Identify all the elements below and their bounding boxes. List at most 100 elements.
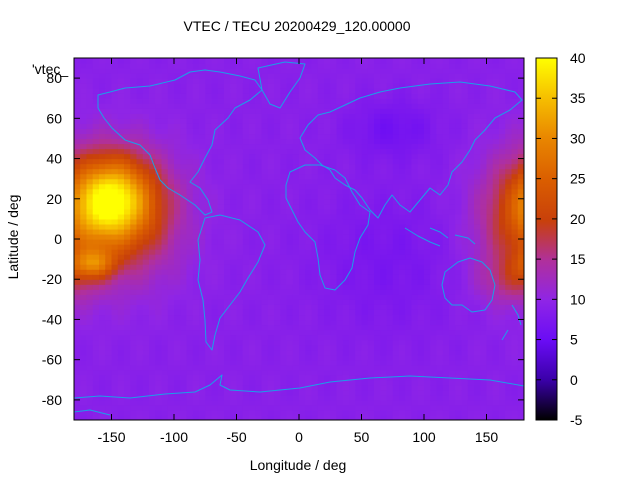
heatmap-cell bbox=[299, 128, 306, 135]
heatmap-cell bbox=[80, 103, 88, 109]
heatmap-cell bbox=[199, 274, 206, 280]
heatmap-cell bbox=[205, 103, 213, 109]
heatmap-cell bbox=[330, 304, 338, 310]
heatmap-cell bbox=[180, 213, 188, 220]
heatmap-cell bbox=[374, 163, 381, 170]
heatmap-cell bbox=[74, 384, 81, 391]
heatmap-cell bbox=[286, 88, 294, 94]
heatmap-cell bbox=[336, 254, 344, 260]
heatmap-cell bbox=[461, 314, 469, 321]
heatmap-cell bbox=[305, 309, 313, 316]
heatmap-cell bbox=[317, 68, 325, 74]
heatmap-cell bbox=[236, 254, 244, 260]
heatmap-cell bbox=[117, 354, 125, 361]
heatmap-cell bbox=[411, 319, 419, 326]
heatmap-cell bbox=[367, 98, 375, 104]
heatmap-cell bbox=[86, 309, 94, 316]
heatmap-cell bbox=[455, 344, 463, 351]
heatmap-cell bbox=[86, 108, 94, 114]
heatmap-cell bbox=[224, 294, 231, 300]
heatmap-cell bbox=[436, 78, 444, 84]
heatmap-cell bbox=[136, 299, 144, 305]
heatmap-cell bbox=[380, 239, 388, 245]
heatmap-cell bbox=[211, 88, 219, 94]
heatmap-cell bbox=[392, 409, 400, 416]
heatmap-cell bbox=[292, 128, 300, 135]
heatmap-cell bbox=[199, 123, 206, 129]
heatmap-cell bbox=[80, 113, 88, 119]
heatmap-cell bbox=[499, 279, 506, 285]
heatmap-cell bbox=[480, 354, 488, 361]
heatmap-cell bbox=[186, 183, 194, 190]
heatmap-cell bbox=[474, 188, 481, 195]
heatmap-cell bbox=[480, 93, 488, 99]
heatmap-cell bbox=[86, 208, 94, 215]
heatmap-cell bbox=[149, 239, 156, 245]
heatmap-cell bbox=[349, 148, 356, 155]
heatmap-cell bbox=[424, 208, 431, 215]
heatmap-cell bbox=[380, 108, 388, 114]
heatmap-cell bbox=[286, 319, 294, 326]
heatmap-cell bbox=[411, 369, 419, 376]
heatmap-cell bbox=[486, 374, 494, 381]
heatmap-cell bbox=[361, 153, 369, 160]
heatmap-cell bbox=[236, 163, 244, 170]
heatmap-cell bbox=[236, 299, 244, 305]
heatmap-cell bbox=[467, 294, 475, 300]
heatmap-cell bbox=[255, 394, 263, 401]
heatmap-cell bbox=[199, 148, 206, 155]
heatmap-cell bbox=[249, 178, 256, 185]
heatmap-cell bbox=[230, 203, 238, 210]
heatmap-cell bbox=[111, 93, 119, 99]
heatmap-cell bbox=[80, 359, 88, 366]
heatmap-cell bbox=[217, 138, 225, 145]
heatmap-cell bbox=[361, 364, 369, 371]
heatmap-cell bbox=[255, 113, 263, 119]
heatmap-cell bbox=[192, 344, 200, 351]
heatmap-cell bbox=[386, 359, 394, 366]
heatmap-cell bbox=[261, 228, 269, 235]
heatmap-cell bbox=[205, 284, 213, 290]
heatmap-cell bbox=[305, 354, 313, 361]
heatmap-cell bbox=[155, 259, 163, 265]
heatmap-cell bbox=[342, 218, 350, 225]
heatmap-cell bbox=[492, 148, 500, 155]
heatmap-cell bbox=[124, 399, 131, 406]
heatmap-cell bbox=[230, 244, 238, 250]
heatmap-cell bbox=[380, 279, 388, 285]
heatmap-cell bbox=[355, 213, 363, 220]
heatmap-cell bbox=[405, 324, 413, 331]
heatmap-cell bbox=[149, 399, 156, 406]
heatmap-cell bbox=[274, 103, 281, 109]
heatmap-cell bbox=[105, 359, 113, 366]
heatmap-cell bbox=[380, 369, 388, 376]
heatmap-cell bbox=[324, 394, 331, 401]
heatmap-cell bbox=[461, 73, 469, 79]
heatmap-cell bbox=[217, 259, 225, 265]
heatmap-cell bbox=[261, 394, 269, 401]
heatmap-cell bbox=[186, 98, 194, 104]
heatmap-cell bbox=[292, 123, 300, 129]
heatmap-cell bbox=[192, 414, 200, 420]
heatmap-cell bbox=[180, 269, 188, 275]
heatmap-cell bbox=[92, 138, 100, 145]
heatmap-cell bbox=[449, 369, 456, 376]
heatmap-cell bbox=[467, 369, 475, 376]
heatmap-cell bbox=[374, 143, 381, 150]
heatmap-cell bbox=[324, 113, 331, 119]
heatmap-cell bbox=[411, 223, 419, 230]
heatmap-cell bbox=[92, 153, 100, 160]
heatmap-cell bbox=[286, 183, 294, 190]
heatmap-cell bbox=[442, 158, 450, 165]
heatmap-cell bbox=[124, 148, 131, 155]
heatmap-cell bbox=[255, 249, 263, 255]
heatmap-cell bbox=[117, 324, 125, 331]
heatmap-cell bbox=[111, 259, 119, 265]
heatmap-cell bbox=[86, 394, 94, 401]
heatmap-cell bbox=[311, 68, 319, 74]
heatmap-cell bbox=[86, 329, 94, 336]
heatmap-cell bbox=[136, 314, 144, 321]
heatmap-cell bbox=[436, 133, 444, 140]
heatmap-cell bbox=[217, 123, 225, 129]
heatmap-cell bbox=[386, 274, 394, 280]
